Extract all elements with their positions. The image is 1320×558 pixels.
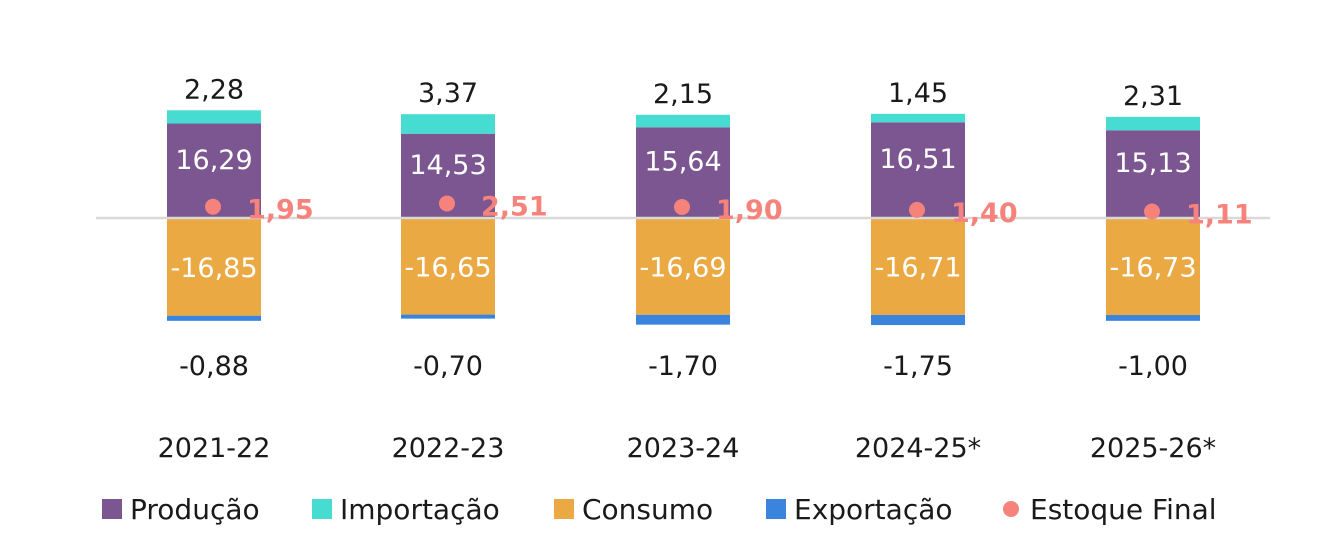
point-estoque-final-2025-26 (1144, 203, 1160, 220)
legend-item-exportacao: Exportação (766, 493, 953, 526)
label-estoque-final-2023-24: 1,90 (716, 195, 783, 226)
legend-item-producao: Produção (102, 493, 260, 526)
label-estoque-final-2022-23: 2,51 (481, 191, 548, 222)
bars-layer (167, 110, 1200, 326)
label-consumo-2021-22: -16,85 (170, 253, 257, 284)
legend-swatch-exportacao (766, 499, 786, 519)
label-producao-2025-26: 15,13 (1114, 148, 1191, 179)
legend: Produção Importação Consumo Exportação Estoq… (102, 493, 1217, 526)
data-labels-layer: 2,28 16,29 -16,85 -0,88 1,95 3,37 14,53 -16,65 -… (170, 74, 1252, 382)
label-exportacao-2025-26: -1,00 (1118, 351, 1188, 382)
legend-item-estoque-final: Estoque Final (1003, 493, 1217, 526)
legend-swatch-importacao (312, 499, 332, 519)
legend-swatch-producao (102, 499, 122, 519)
label-consumo-2025-26: -16,73 (1109, 253, 1196, 284)
label-producao-2023-24: 15,64 (644, 147, 721, 178)
legend-label-exportacao: Exportação (794, 493, 953, 526)
legend-swatch-consumo (554, 499, 574, 519)
label-exportacao-2023-24: -1,70 (648, 351, 718, 382)
bar-exportacao-2022-23 (401, 314, 495, 319)
bar-importacao-2023-24 (636, 114, 730, 128)
legend-label-estoque-final: Estoque Final (1030, 493, 1217, 526)
bar-consumo-2021-22 (167, 218, 261, 316)
label-exportacao-2022-23: -0,70 (413, 351, 483, 382)
bar-producao-2025-26 (1106, 130, 1200, 218)
label-consumo-2022-23: -16,65 (404, 252, 491, 283)
bar-consumo-2022-23 (401, 218, 495, 315)
label-estoque-final-2024-25: 1,40 (951, 198, 1018, 229)
bar-consumo-2024-25 (871, 218, 965, 315)
bar-importacao-2025-26 (1106, 116, 1200, 131)
bar-importacao-2024-25 (871, 113, 965, 123)
bar-exportacao-2023-24 (636, 314, 730, 325)
legend-label-producao: Produção (130, 493, 260, 526)
label-estoque-final-2025-26: 1,11 (1186, 200, 1253, 231)
legend-marker-estoque-final (1003, 501, 1019, 517)
stock-points-layer (205, 195, 1160, 220)
category-label-2021-22: 2021-22 (158, 433, 271, 464)
label-exportacao-2024-25: -1,75 (883, 351, 953, 382)
bar-consumo-2023-24 (636, 218, 730, 315)
bar-exportacao-2021-22 (167, 315, 261, 321)
point-estoque-final-2024-25 (909, 201, 925, 218)
label-producao-2021-22: 16,29 (175, 145, 252, 176)
bar-importacao-2022-23 (401, 114, 495, 134)
label-importacao-2024-25: 1,45 (888, 78, 948, 109)
point-estoque-final-2021-22 (205, 198, 221, 215)
label-consumo-2023-24: -16,69 (639, 252, 726, 283)
label-producao-2022-23: 14,53 (409, 150, 486, 181)
bar-exportacao-2025-26 (1106, 315, 1200, 321)
label-exportacao-2021-22: -0,88 (179, 351, 249, 382)
legend-item-consumo: Consumo (554, 493, 713, 526)
label-importacao-2022-23: 3,37 (418, 78, 478, 109)
label-estoque-final-2021-22: 1,95 (247, 195, 314, 226)
category-label-2024-25: 2024-25* (855, 433, 981, 464)
category-label-2025-26: 2025-26* (1090, 433, 1216, 464)
point-estoque-final-2023-24 (674, 198, 690, 215)
label-importacao-2025-26: 2,31 (1123, 81, 1183, 112)
legend-label-importacao: Importação (340, 493, 500, 526)
bar-consumo-2025-26 (1106, 218, 1200, 316)
category-axis-labels: 2021-22 2022-23 2023-24 2024-25* 2025-26* (158, 433, 1217, 464)
bar-importacao-2021-22 (167, 110, 261, 124)
label-importacao-2023-24: 2,15 (653, 79, 713, 110)
legend-item-importacao: Importação (312, 493, 500, 526)
legend-label-consumo: Consumo (582, 493, 713, 526)
category-label-2023-24: 2023-24 (627, 433, 740, 464)
label-consumo-2024-25: -16,71 (874, 252, 961, 283)
label-producao-2024-25: 16,51 (879, 144, 956, 175)
bar-exportacao-2024-25 (871, 314, 965, 326)
category-label-2022-23: 2022-23 (392, 433, 505, 464)
label-importacao-2021-22: 2,28 (184, 74, 244, 105)
point-estoque-final-2022-23 (439, 195, 455, 212)
